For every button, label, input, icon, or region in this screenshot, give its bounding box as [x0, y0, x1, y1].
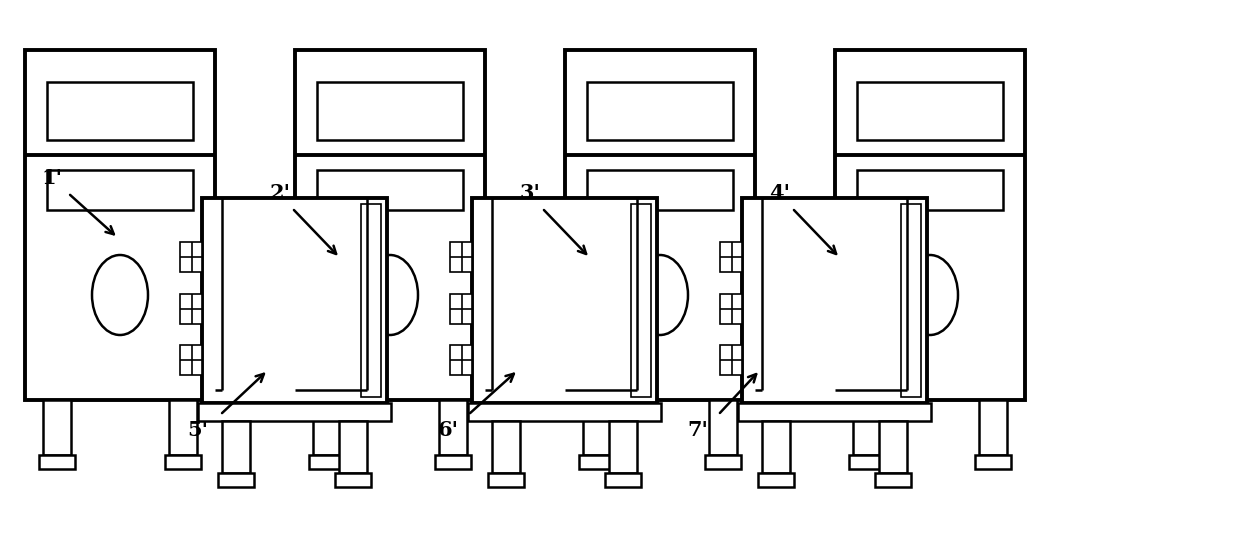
Bar — [222, 421, 250, 473]
Bar — [583, 400, 611, 455]
Bar — [450, 345, 472, 375]
Bar — [857, 82, 1003, 140]
Ellipse shape — [901, 255, 959, 335]
Bar — [317, 170, 463, 210]
Bar — [312, 400, 341, 455]
Bar — [43, 400, 71, 455]
Bar — [709, 400, 737, 455]
Bar — [980, 400, 1007, 455]
Bar — [295, 50, 485, 400]
Bar — [309, 455, 345, 469]
Bar — [218, 473, 254, 487]
Bar — [25, 50, 215, 400]
Text: 7': 7' — [687, 420, 708, 440]
Bar — [758, 473, 794, 487]
Bar — [609, 421, 637, 473]
Bar — [849, 455, 885, 469]
Bar — [202, 198, 387, 403]
Bar — [738, 403, 931, 421]
Bar — [492, 421, 520, 473]
Bar — [706, 455, 742, 469]
Bar — [165, 455, 201, 469]
Bar — [901, 204, 921, 397]
Bar — [605, 473, 641, 487]
Bar — [763, 421, 790, 473]
Bar — [853, 400, 880, 455]
Bar — [180, 345, 202, 375]
Bar — [579, 455, 615, 469]
Ellipse shape — [632, 255, 688, 335]
Bar — [631, 204, 651, 397]
Bar — [472, 198, 657, 403]
Bar — [742, 198, 928, 403]
Text: 3': 3' — [520, 183, 541, 203]
Ellipse shape — [92, 255, 148, 335]
Bar — [720, 294, 742, 323]
Bar — [38, 455, 74, 469]
Bar — [169, 400, 197, 455]
Bar — [450, 242, 472, 272]
Ellipse shape — [362, 255, 418, 335]
Bar — [435, 455, 471, 469]
Bar — [47, 82, 193, 140]
Bar — [879, 421, 906, 473]
Bar — [587, 170, 733, 210]
Bar — [450, 294, 472, 323]
Bar — [467, 403, 661, 421]
Bar — [857, 170, 1003, 210]
Bar — [361, 204, 381, 397]
Text: 5': 5' — [187, 420, 208, 440]
Text: 1': 1' — [41, 168, 62, 188]
Text: 4': 4' — [770, 183, 791, 203]
Bar — [180, 242, 202, 272]
Bar — [335, 473, 371, 487]
Text: 2': 2' — [269, 183, 290, 203]
Bar — [317, 82, 463, 140]
Bar — [720, 345, 742, 375]
Bar — [587, 82, 733, 140]
Text: 6': 6' — [438, 420, 459, 440]
Bar — [565, 50, 755, 400]
Bar — [180, 294, 202, 323]
Bar — [198, 403, 391, 421]
Bar — [47, 170, 193, 210]
Bar — [439, 400, 467, 455]
Bar — [489, 473, 525, 487]
Bar — [339, 421, 367, 473]
Bar — [835, 50, 1025, 400]
Bar — [975, 455, 1011, 469]
Bar — [875, 473, 911, 487]
Bar — [720, 242, 742, 272]
